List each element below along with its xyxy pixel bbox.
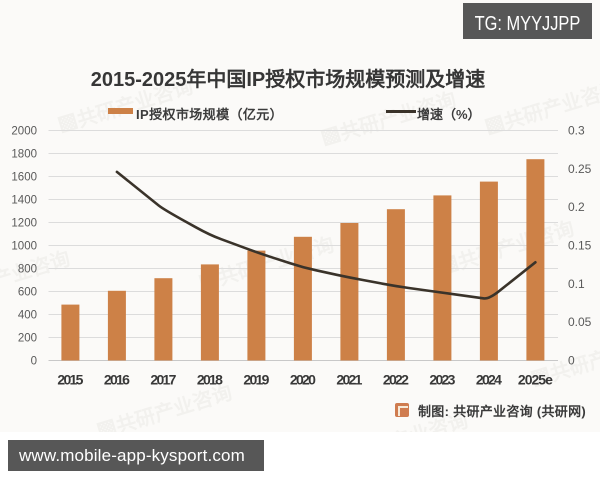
svg-text:1000: 1000 [11, 241, 37, 253]
svg-text:1200: 1200 [11, 218, 37, 230]
svg-text:2022: 2022 [383, 372, 409, 388]
svg-text:2025e: 2025e [518, 372, 553, 388]
svg-text:2000: 2000 [11, 126, 37, 138]
svg-text:2021: 2021 [336, 372, 362, 388]
svg-text:2017: 2017 [150, 372, 176, 388]
svg-text:2023: 2023 [429, 372, 455, 388]
svg-text:600: 600 [18, 287, 37, 299]
svg-text:1600: 1600 [11, 172, 37, 184]
svg-text:0.1: 0.1 [568, 277, 585, 291]
svg-text:2024: 2024 [476, 372, 502, 388]
svg-text:0.25: 0.25 [568, 162, 592, 176]
svg-text:0.3: 0.3 [568, 124, 585, 138]
svg-text:200: 200 [18, 333, 37, 345]
svg-text:2016: 2016 [104, 372, 130, 388]
svg-text:0.2: 0.2 [568, 200, 585, 214]
svg-text:0: 0 [568, 354, 575, 368]
svg-text:400: 400 [18, 310, 37, 322]
svg-text:0.05: 0.05 [568, 315, 592, 329]
svg-text:1400: 1400 [11, 195, 37, 207]
svg-text:1800: 1800 [11, 149, 37, 161]
svg-text:2018: 2018 [197, 372, 223, 388]
svg-text:800: 800 [18, 264, 37, 276]
svg-text:0.15: 0.15 [568, 239, 592, 253]
svg-text:2015: 2015 [57, 372, 83, 388]
svg-text:2020: 2020 [290, 372, 316, 388]
svg-text:0: 0 [31, 356, 37, 368]
svg-text:2019: 2019 [243, 372, 269, 388]
